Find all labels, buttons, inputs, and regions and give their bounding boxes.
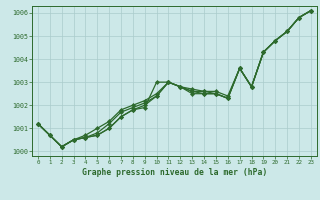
X-axis label: Graphe pression niveau de la mer (hPa): Graphe pression niveau de la mer (hPa) (82, 168, 267, 177)
